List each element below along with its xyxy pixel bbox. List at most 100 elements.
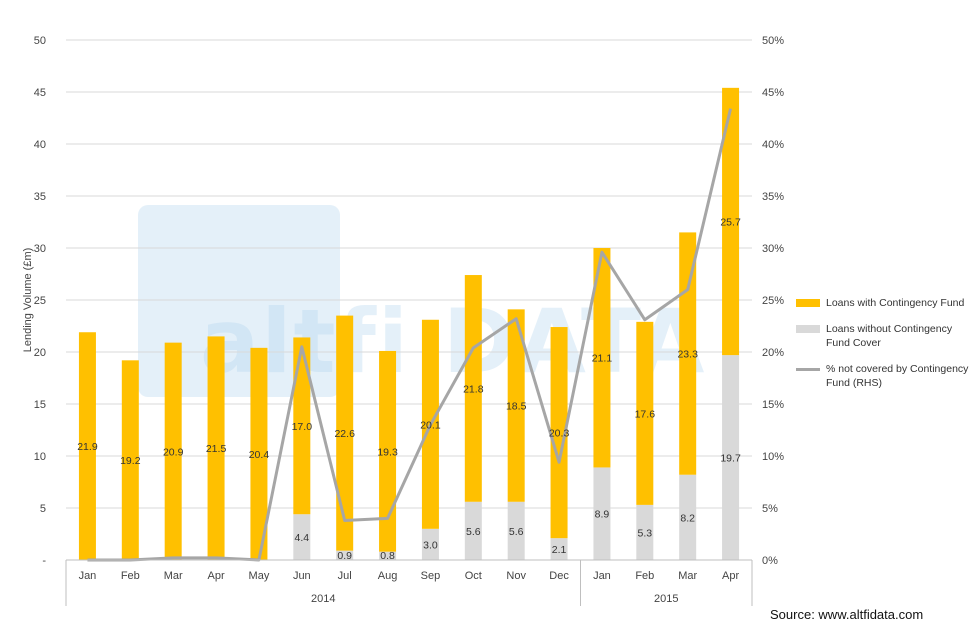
y-left-tick-label: 25 (34, 295, 46, 307)
bar-label-with-cover: 18.5 (506, 401, 527, 413)
y-left-tick-label: 15 (34, 399, 46, 411)
bar-labels: 21.9 19.2 20.9 21.5 20.4 4.4 17.0 0.9 22.6 0.8 19.… (77, 216, 741, 562)
watermark-logo: altfi DATA (200, 290, 707, 393)
y-right-tick-label: 25% (762, 295, 784, 307)
y-right-tick-label: 50% (762, 35, 784, 47)
y-right-tick-label: 0% (762, 555, 778, 567)
y-right-tick-label: 10% (762, 451, 784, 463)
x-tick-label: Aug (378, 570, 398, 582)
bar-without-cover (679, 474, 697, 560)
bar-label-with-cover: 21.8 (463, 383, 484, 395)
bar-with-cover (78, 332, 96, 560)
bar-with-cover (379, 350, 397, 552)
bar-label-without-cover: 3.0 (423, 539, 438, 551)
bar-label-without-cover: 4.4 (295, 532, 310, 544)
bar-with-cover (550, 327, 568, 539)
bar-without-cover (550, 538, 568, 560)
x-tick-label: Mar (164, 570, 183, 582)
bar-label-without-cover: 5.6 (509, 526, 524, 538)
bar-with-cover (593, 248, 611, 468)
y-right-tick-label: 40% (762, 139, 784, 151)
bar-label-with-cover: 19.3 (377, 446, 398, 458)
bar-label-without-cover: 19.7 (720, 453, 741, 465)
bar-label-with-cover: 20.9 (163, 446, 184, 458)
bar-with-cover (207, 336, 225, 560)
bar-with-cover (164, 342, 182, 560)
bar-with-cover (722, 87, 740, 356)
x-tick-label: Apr (208, 570, 225, 582)
y-left-tick-label: 20 (34, 347, 46, 359)
bar-label-with-cover: 20.4 (249, 449, 270, 461)
x-tick-label: Sep (421, 570, 441, 582)
bar-label-with-cover: 21.5 (206, 443, 227, 455)
legend-label: Loans with Contingency Fund (826, 297, 965, 309)
bar-label-with-cover: 25.7 (720, 216, 741, 228)
bar-with-cover (250, 347, 268, 560)
bar-label-with-cover: 20.1 (420, 419, 441, 431)
bar-label-with-cover: 20.3 (549, 428, 570, 440)
bars (78, 87, 740, 560)
x-tick-label: Jun (293, 570, 311, 582)
y-left-tick-label: 35 (34, 191, 46, 203)
legend-label: % not covered by Contingency Fund (RHS) (826, 363, 969, 389)
bar-label-with-cover: 17.0 (292, 421, 313, 433)
x-tick-label: Jan (593, 570, 611, 582)
bar-label-without-cover: 8.9 (595, 509, 610, 521)
x-tick-label: Nov (506, 570, 526, 582)
bar-with-cover (293, 337, 311, 515)
source-credit: Source: www.altfidata.com (770, 607, 924, 622)
coverage-line-path (87, 108, 733, 562)
x-tick-label: Jul (338, 570, 352, 582)
y-axis-title: Lending Volume (£m) (22, 248, 34, 353)
y-right-tick-label: 15% (762, 399, 784, 411)
x-tick-label: Jan (79, 570, 97, 582)
y-left-tick-label: 30 (34, 243, 46, 255)
x-group-label: 2014 (311, 593, 335, 605)
legend-bar-swatch (796, 325, 820, 333)
bar-label-without-cover: 8.2 (680, 512, 695, 524)
bar-without-cover (336, 550, 354, 560)
coverage-line (87, 108, 733, 562)
bar-label-without-cover: 0.8 (380, 550, 395, 562)
legend-line-swatch (796, 368, 820, 371)
bar-label-without-cover: 5.6 (466, 526, 481, 538)
bar-label-with-cover: 21.1 (592, 353, 613, 365)
y-axis-right: 0% 5% 10% 15% 20% 25% 30% 35% 40% 45% 50% (762, 35, 784, 567)
bar-with-cover (121, 360, 139, 560)
x-tick-label: Mar (678, 570, 697, 582)
bar-without-cover (293, 514, 311, 560)
legend: Loans with Contingency Fund Loans without… (796, 296, 976, 402)
bar-label-with-cover: 17.6 (635, 408, 656, 420)
x-tick-label: Dec (549, 570, 569, 582)
legend-item: Loans with Contingency Fund (796, 296, 976, 310)
bar-label-with-cover: 23.3 (677, 349, 698, 361)
bar-with-cover (507, 309, 525, 502)
bar-without-cover (379, 551, 397, 560)
x-group-label: 2015 (654, 593, 678, 605)
bar-without-cover (722, 355, 740, 560)
y-right-tick-label: 30% (762, 243, 784, 255)
x-tick-label: Feb (635, 570, 654, 582)
x-tick-label: Apr (722, 570, 739, 582)
legend-item: % not covered by Contingency Fund (RHS) (796, 362, 976, 390)
x-tick-label: Oct (465, 570, 482, 582)
legend-bar-swatch (796, 299, 820, 307)
bar-without-cover (421, 528, 439, 560)
bar-without-cover (507, 501, 525, 560)
y-right-tick-label: 20% (762, 347, 784, 359)
y-axis-left: - 5 10 15 20 25 30 35 40 45 50 (34, 35, 47, 567)
bar-label-without-cover: 2.1 (552, 544, 567, 556)
bar-with-cover (464, 275, 482, 502)
y-left-tick-label: 45 (34, 87, 46, 99)
bar-without-cover (464, 501, 482, 560)
y-right-tick-label: 5% (762, 503, 778, 515)
x-tick-label: Feb (121, 570, 140, 582)
y-left-tick-label: 40 (34, 139, 46, 151)
bar-label-without-cover: 5.3 (638, 527, 653, 539)
y-left-tick-label: 5 (40, 503, 46, 515)
bar-label-with-cover: 21.9 (77, 441, 98, 453)
bar-with-cover (336, 315, 354, 551)
bar-with-cover (636, 321, 654, 505)
y-left-tick-label: - (42, 555, 46, 567)
